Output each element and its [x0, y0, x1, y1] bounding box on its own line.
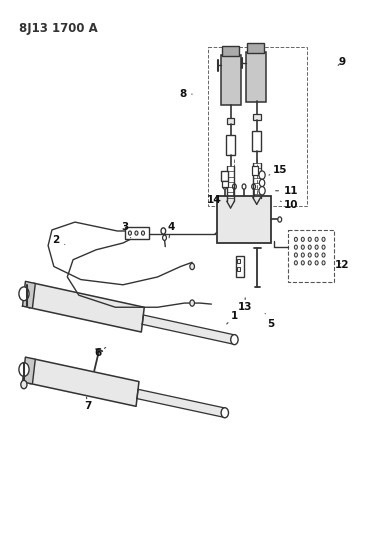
- Circle shape: [294, 245, 298, 249]
- Text: 13: 13: [238, 298, 252, 312]
- Circle shape: [308, 237, 311, 241]
- Text: 1: 1: [227, 311, 238, 324]
- Circle shape: [322, 237, 325, 241]
- Text: 4: 4: [167, 222, 175, 238]
- Circle shape: [242, 184, 246, 189]
- Text: 2: 2: [52, 236, 65, 245]
- Bar: [125, 227, 149, 239]
- Text: 14: 14: [207, 195, 222, 205]
- Text: 7: 7: [84, 397, 91, 411]
- Polygon shape: [22, 281, 35, 308]
- Bar: [217, 196, 271, 243]
- Bar: [288, 230, 334, 282]
- Bar: [227, 118, 234, 124]
- Bar: [221, 55, 241, 104]
- Bar: [221, 172, 228, 181]
- Circle shape: [161, 228, 166, 234]
- Circle shape: [259, 171, 265, 179]
- Circle shape: [308, 253, 311, 257]
- Text: 11: 11: [276, 186, 299, 196]
- Circle shape: [301, 237, 304, 241]
- Circle shape: [322, 261, 325, 265]
- Bar: [207, 47, 307, 206]
- Circle shape: [129, 231, 131, 235]
- Text: 6: 6: [94, 348, 106, 358]
- Circle shape: [308, 245, 311, 249]
- Circle shape: [259, 187, 265, 195]
- Polygon shape: [29, 283, 144, 332]
- Bar: [252, 166, 258, 175]
- Circle shape: [19, 287, 29, 301]
- Circle shape: [315, 237, 318, 241]
- Circle shape: [163, 235, 167, 240]
- Bar: [247, 43, 264, 53]
- Circle shape: [252, 184, 256, 189]
- Bar: [252, 131, 261, 151]
- Text: 3: 3: [121, 222, 131, 238]
- Circle shape: [322, 253, 325, 257]
- Circle shape: [142, 231, 145, 235]
- Circle shape: [19, 362, 29, 376]
- Circle shape: [301, 261, 304, 265]
- Circle shape: [301, 245, 304, 249]
- Circle shape: [135, 231, 138, 235]
- Circle shape: [308, 261, 311, 265]
- Circle shape: [223, 184, 227, 189]
- Text: 8: 8: [179, 89, 192, 99]
- Text: 8J13 1700 A: 8J13 1700 A: [19, 22, 98, 35]
- Bar: [222, 45, 239, 56]
- Circle shape: [294, 253, 298, 257]
- Bar: [253, 114, 261, 120]
- Polygon shape: [142, 315, 235, 344]
- Circle shape: [315, 245, 318, 249]
- Circle shape: [301, 253, 304, 257]
- Circle shape: [221, 408, 229, 418]
- Circle shape: [294, 237, 298, 241]
- Bar: [222, 181, 227, 187]
- Circle shape: [278, 217, 282, 222]
- Bar: [237, 266, 240, 271]
- Circle shape: [190, 263, 194, 270]
- Circle shape: [315, 253, 318, 257]
- Circle shape: [190, 300, 194, 306]
- Text: 10: 10: [281, 200, 299, 210]
- Polygon shape: [22, 357, 35, 384]
- Polygon shape: [137, 389, 225, 417]
- Circle shape: [232, 184, 236, 189]
- Polygon shape: [29, 359, 139, 406]
- Circle shape: [322, 245, 325, 249]
- Text: 15: 15: [269, 165, 287, 175]
- Text: 5: 5: [265, 313, 274, 329]
- Circle shape: [21, 381, 27, 389]
- Bar: [237, 259, 240, 263]
- Bar: [236, 256, 244, 277]
- Circle shape: [294, 261, 298, 265]
- Circle shape: [231, 335, 238, 345]
- Text: 12: 12: [335, 261, 349, 270]
- Circle shape: [315, 261, 318, 265]
- Text: 9: 9: [338, 56, 345, 67]
- Circle shape: [260, 179, 265, 187]
- Bar: [226, 135, 235, 155]
- Bar: [245, 52, 265, 102]
